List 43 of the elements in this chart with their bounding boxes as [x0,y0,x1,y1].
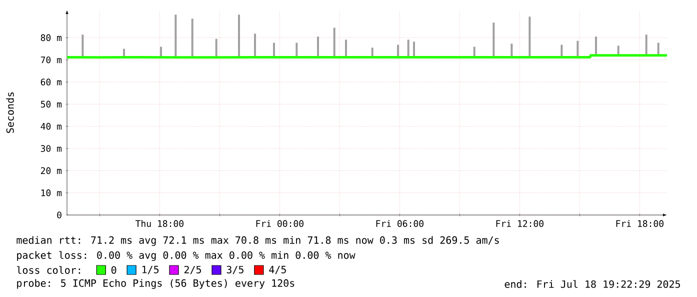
bar [317,36,320,58]
bar [333,28,336,58]
bar [174,14,177,58]
bar [296,42,298,58]
x-tick-label: Fri 18:00 [616,220,664,227]
legend-label: 1/5 [142,266,159,274]
legend-label: 3/5 [226,266,244,274]
legend-label: 2/5 [184,266,201,274]
y-tick-label: 40 m [40,122,62,130]
x-tick-label: Fri 00:00 [256,220,304,227]
y-tick-label: 10 m [41,189,62,196]
text: loss color: [16,266,80,274]
y-tick-label: 70 m [40,56,62,64]
bar [273,42,276,58]
bar [413,42,416,58]
bar [528,16,531,58]
legend-label: 0 [111,266,116,274]
bar [254,34,256,58]
bar [82,34,84,58]
x-tick-label: Thu 18:00 [135,220,184,227]
legend-label: 4/5 [269,266,286,274]
y-axis-title: Seconds [6,92,14,133]
y-tick-label: 0 [57,212,62,218]
text: probe: 5 ICMP Echo Pings (56 Bytes) every 120s [17,279,294,289]
y-tick-label: 30 m [40,145,62,152]
bar [345,40,348,58]
bar [576,40,579,58]
y-tick-label: 20 m [40,167,62,174]
text: packet loss: 0.00 % avg 0.00 % max 0.00 % min 0.00 % now [17,251,356,261]
x-tick-label: Fri 06:00 [376,220,424,227]
bar [191,18,194,58]
bar [238,14,240,58]
bar [215,38,218,58]
bar [492,22,495,58]
x-tick-label: Fri 12:00 [496,220,544,227]
text: end: Fri Jul 18 19:22:29 2025 [504,280,680,288]
y-tick-label: 80 m [40,34,62,42]
bar [645,34,648,56]
bar [595,36,598,56]
y-tick-label: 60 m [40,78,62,86]
bar [407,40,410,58]
y-tick-label: 50 m [40,100,62,108]
text: median rtt: 71.2 ms avg 72.1 ms max 70.8 ms min 71.8 ms now 0.3 ms sd 269.5 am/s [16,236,499,246]
